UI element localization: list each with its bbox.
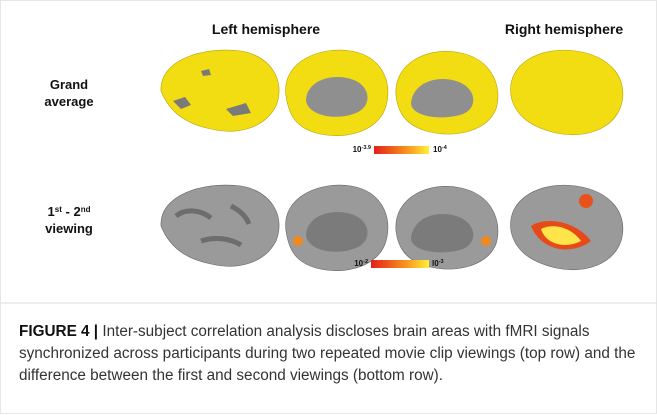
colorbar-base: l0 [432,259,439,268]
colorbar-label: 10-2 [354,259,368,268]
superscript: nd [81,205,91,214]
row-label-part: - 2 [62,204,81,219]
column-header: Left hemisphere [212,21,320,37]
brain-row-1 [160,49,624,136]
colorbar-base: 10 [433,145,442,154]
colorbar-base: 10 [354,259,363,268]
row-label-part: viewing [45,221,93,236]
caption: FIGURE 4 | Inter-subject correlation ana… [19,321,649,387]
row-label: Grand [50,77,88,92]
colorbar-exponent: -2 [363,259,368,265]
colorbar [374,146,429,154]
colorbar-exponent: -3 [439,259,444,265]
colorbar-label: 10-4 [433,145,448,154]
row-label: average [44,94,93,109]
superscript: st [55,205,62,214]
row-label-part: 1 [48,204,55,219]
colorbar [371,260,429,268]
caption-label: FIGURE 4 | [19,323,99,340]
caption-text: Inter-subject correlation analysis discl… [19,323,636,384]
row-label: viewing [45,221,93,236]
brain-row-2 [160,184,624,271]
row-label-part: Grand [50,77,88,92]
colorbar-label: 10-3.9 [353,145,371,154]
colorbar-label: l0-3 [432,259,444,268]
row-label: 1st - 2nd [48,204,91,219]
row-label-part: average [44,94,93,109]
colorbar-exponent: -4 [442,145,448,151]
column-header: Right hemisphere [505,21,623,37]
colorbar-base: 10 [353,145,362,154]
colorbar-exponent: -3.9 [362,145,371,151]
